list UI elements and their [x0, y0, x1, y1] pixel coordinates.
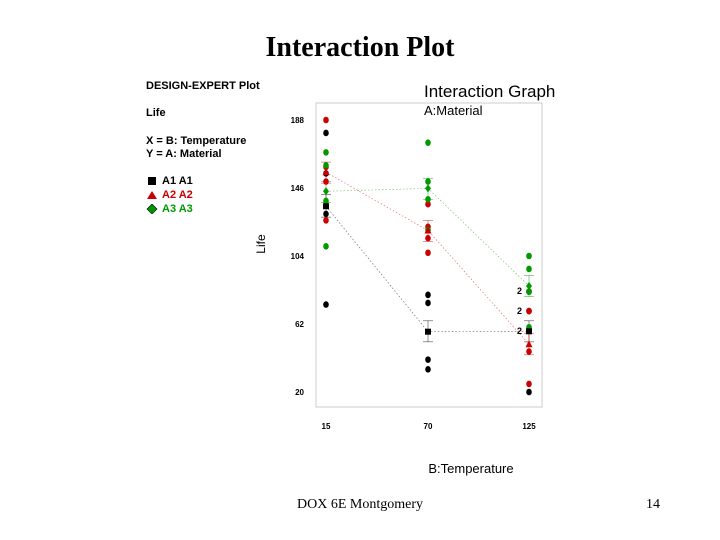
data-point [526, 288, 532, 295]
mean-marker [323, 203, 329, 210]
series-line-a2 [325, 171, 530, 345]
data-point [425, 366, 431, 373]
legend-item-a2: A2 A2 [146, 189, 193, 201]
y-tick-label: 62 [295, 320, 304, 329]
diamond-marker-icon [146, 204, 158, 214]
mean-marker [526, 328, 532, 335]
data-point [526, 388, 532, 396]
data-point [323, 242, 329, 250]
y-axis-label: Life [254, 234, 268, 254]
data-point [323, 178, 329, 185]
data-point [526, 348, 532, 355]
x-factor-label: X = B: Temperature [146, 135, 247, 147]
software-label: DESIGN-EXPERT Plot [146, 80, 260, 92]
square-marker-icon [148, 177, 156, 185]
data-point [425, 196, 431, 203]
legend-label: A2 A2 [162, 189, 193, 201]
data-point [425, 356, 431, 363]
slide-title: Interaction Plot [265, 32, 455, 63]
legend-label: A1 A1 [162, 175, 193, 187]
y-factor-label: Y = A: Material [146, 148, 222, 160]
x-tick-label: 125 [522, 422, 536, 431]
footer-text: DOX 6E Montgomery [297, 497, 423, 512]
duplicate-count-label: 2 [517, 286, 522, 296]
mean-marker [323, 187, 329, 196]
x-tick-label: 70 [424, 422, 433, 431]
y-tick-label: 104 [291, 252, 305, 261]
data-point [323, 162, 329, 169]
triangle-marker-icon [147, 191, 157, 199]
mean-marker [526, 281, 532, 290]
mean-marker [424, 226, 432, 234]
plot-frame [315, 102, 543, 408]
x-tick-label: 15 [322, 422, 331, 431]
data-point [425, 249, 431, 257]
chart-subtitle: A:Material [424, 103, 483, 118]
response-label: Life [146, 107, 166, 119]
data-point [425, 139, 431, 146]
data-point [425, 178, 431, 185]
y-tick-label: 188 [291, 116, 305, 125]
data-point [323, 149, 329, 156]
data-point [323, 217, 329, 224]
data-point [425, 200, 431, 208]
data-point [526, 265, 532, 273]
data-point [425, 291, 431, 299]
legend-item-a1: A1 A1 [146, 175, 193, 187]
duplicate-count-label: 2 [517, 306, 522, 316]
data-point [425, 234, 431, 242]
duplicate-count-label: 2 [517, 326, 522, 336]
page-number: 14 [646, 497, 660, 512]
data-point [323, 129, 329, 137]
data-point [323, 210, 329, 218]
mean-marker [322, 168, 330, 176]
data-point [323, 197, 329, 205]
data-point [425, 299, 431, 307]
chart-title: Interaction Graph [424, 82, 555, 101]
x-axis-label: B:Temperature [428, 461, 513, 476]
legend-label: A3 A3 [162, 203, 193, 215]
mean-marker [425, 184, 431, 193]
mean-marker [525, 340, 533, 348]
y-tick-label: 146 [291, 184, 305, 193]
data-point [323, 301, 329, 308]
y-tick-label: 20 [295, 388, 304, 397]
mean-marker [425, 328, 431, 335]
legend-item-a3: A3 A3 [146, 203, 193, 215]
data-point [526, 307, 532, 315]
data-point [526, 380, 532, 388]
data-point [526, 252, 532, 260]
data-point [323, 116, 329, 124]
